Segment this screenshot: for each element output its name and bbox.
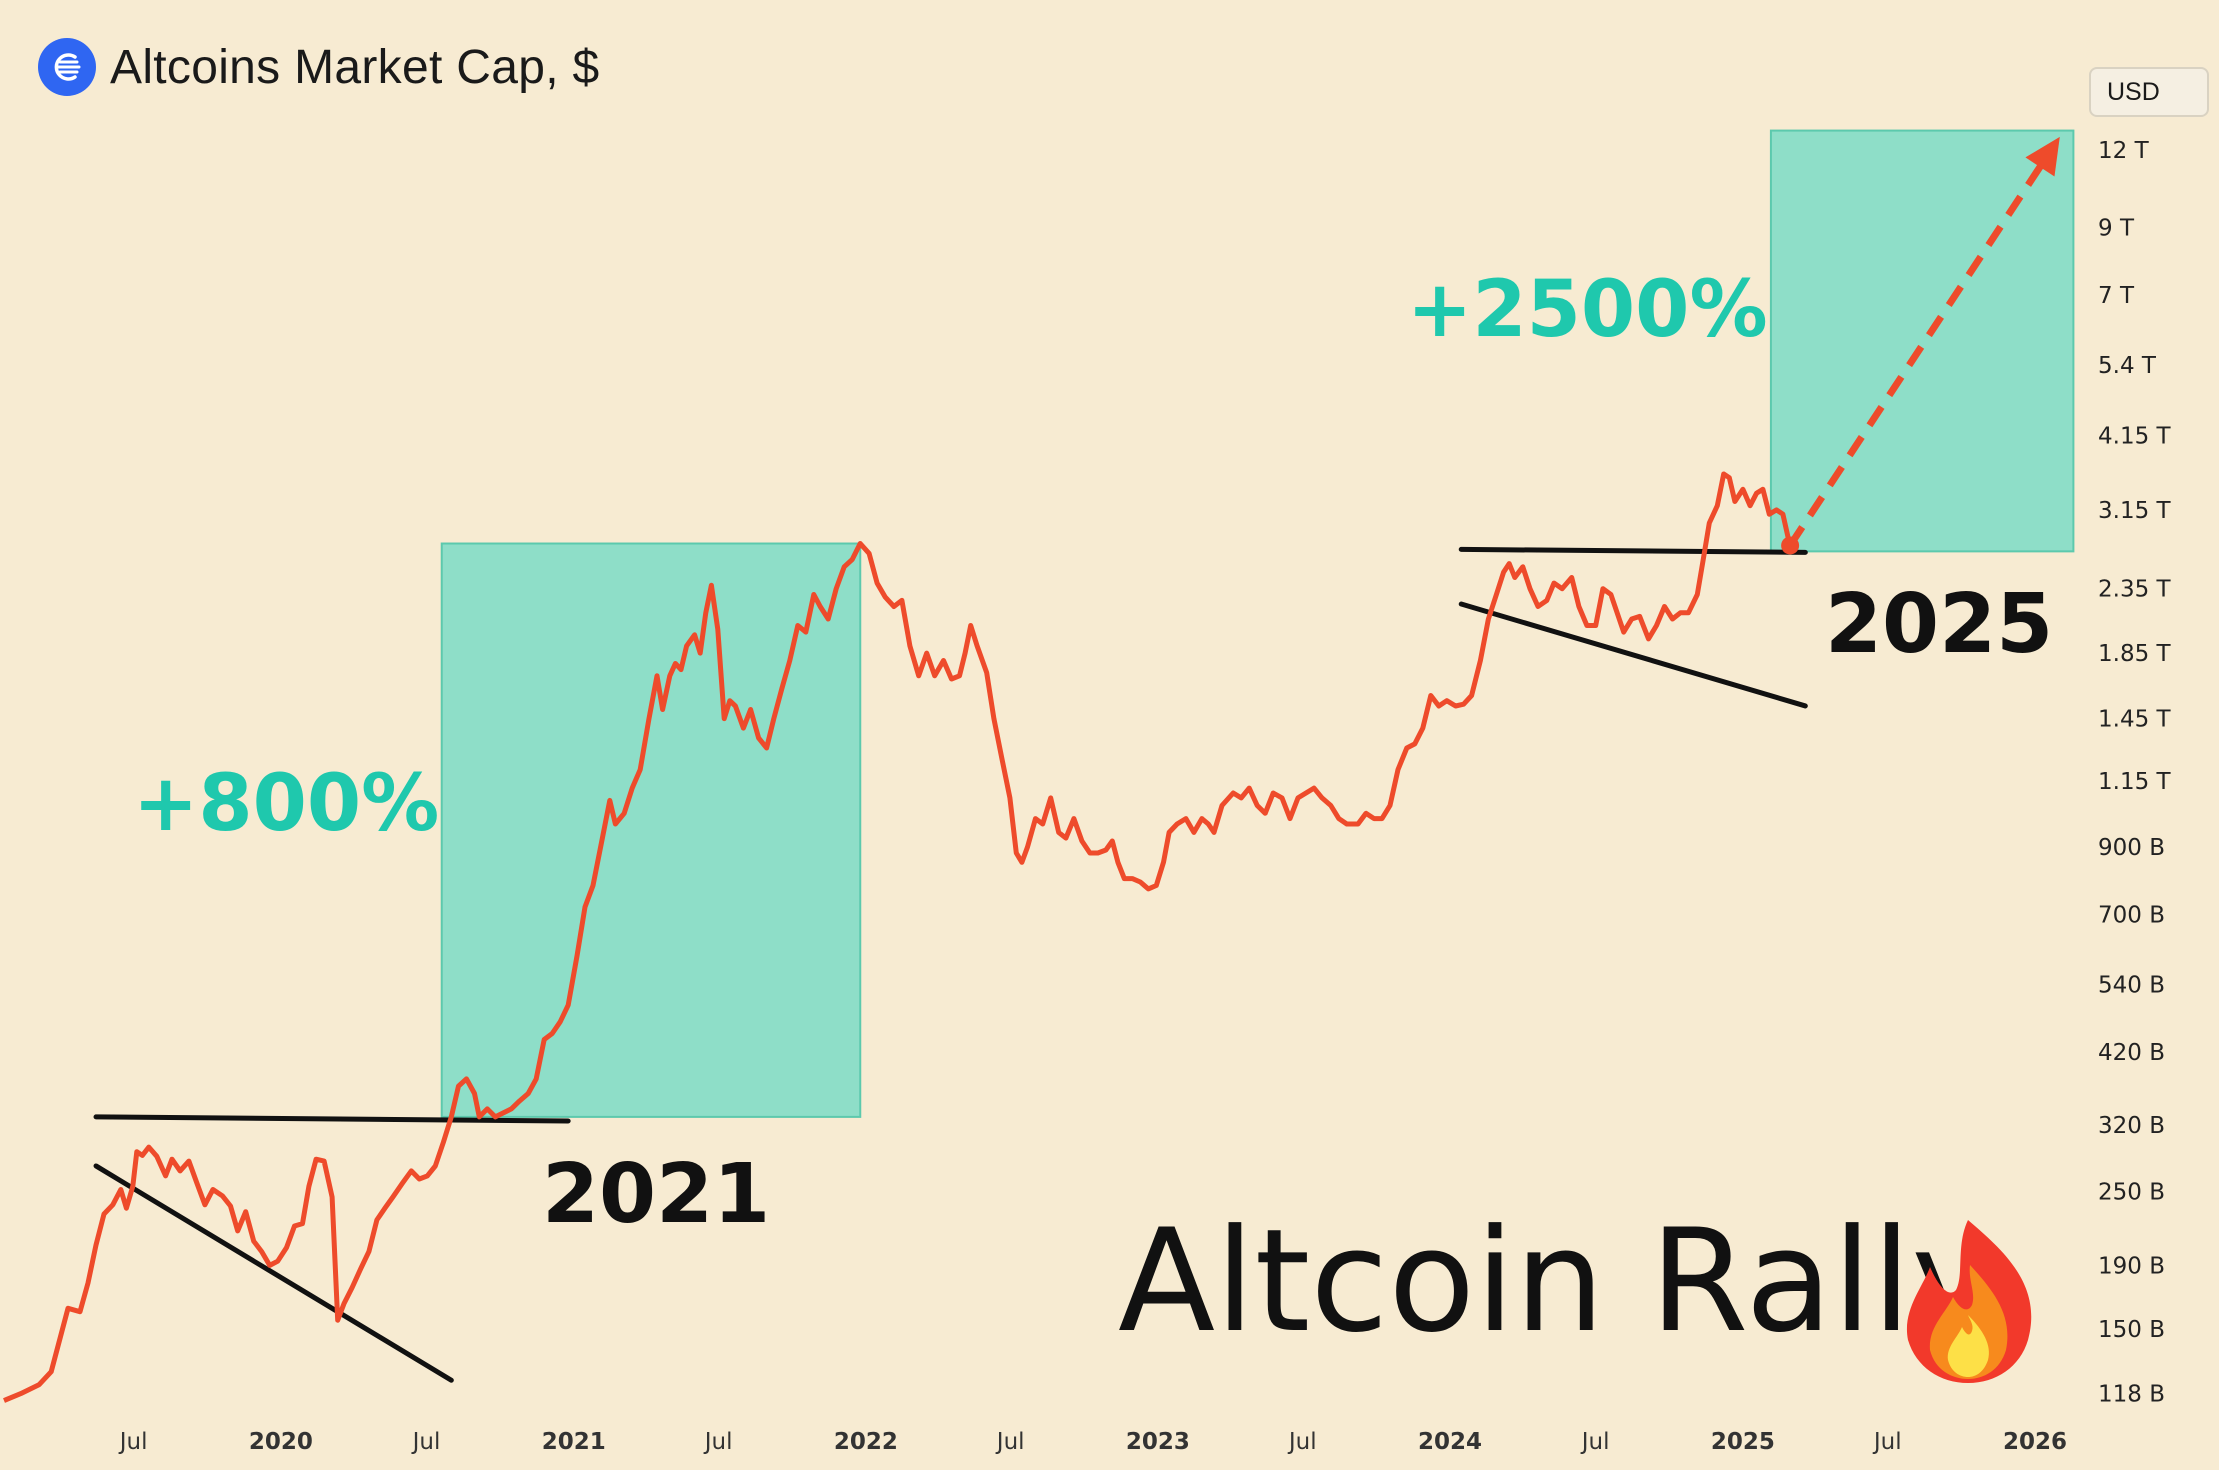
y-tick-label: 9 T	[2098, 215, 2135, 241]
currency-selector-button[interactable]: USD	[2089, 67, 2209, 117]
x-tick-label: 2021	[542, 1429, 606, 1455]
altcoin-logo-icon	[38, 38, 96, 96]
x-tick-label: Jul	[1872, 1429, 1902, 1455]
y-tick-label: 1.15 T	[2098, 769, 2172, 795]
y-tick-label: 2.35 T	[2098, 577, 2172, 603]
y-tick-label: 1.45 T	[2098, 707, 2172, 733]
series-line	[3, 471, 1793, 1403]
x-tick-label: 2026	[2003, 1429, 2067, 1455]
highlight-box-2	[1769, 129, 2075, 553]
x-tick-label: 2023	[1126, 1429, 1190, 1455]
chart-header: Altcoins Market Cap, $	[38, 38, 599, 96]
x-tick-label: Jul	[1580, 1429, 1610, 1455]
support-line-2	[93, 1163, 454, 1383]
projection-arrow	[1781, 136, 2060, 555]
y-tick-label: 7 T	[2098, 283, 2135, 309]
y-tick-label: 1.85 T	[2098, 641, 2172, 667]
year-2021-label: 2021	[542, 1147, 770, 1242]
x-tick-label: 2024	[1418, 1429, 1482, 1455]
y-tick-label: 118 B	[2098, 1382, 2165, 1408]
y-tick-label: 540 B	[2098, 972, 2165, 998]
trend-lines	[93, 546, 1808, 1383]
altcoin-rally-caption: Altcoin Rally	[1118, 1199, 1995, 1364]
arrow-dashed-line	[1787, 160, 2047, 548]
y-tick-label: 250 B	[2098, 1180, 2165, 1206]
y-tick-label: 320 B	[2098, 1113, 2165, 1139]
y-tick-label: 4.15 T	[2098, 424, 2172, 450]
x-tick-label: Jul	[411, 1429, 441, 1455]
y-tick-label: 12 T	[2098, 138, 2150, 164]
y-tick-label: 3.15 T	[2098, 498, 2172, 524]
y-tick-label: 700 B	[2098, 903, 2165, 929]
y-tick-label: 900 B	[2098, 835, 2165, 861]
y-tick-label: 5.4 T	[2098, 353, 2157, 379]
x-tick-label: 2022	[834, 1429, 898, 1455]
x-tick-label: 2025	[1711, 1429, 1775, 1455]
x-tick-label: Jul	[1287, 1429, 1317, 1455]
y-axis: 12 T 9 T 7 T 5.4 T 4.15 T 3.15 T 2.35 T 1.85 T 1…	[2098, 138, 2172, 1408]
resistance-line-3	[1458, 546, 1808, 555]
gain-800-label: +800%	[133, 759, 439, 849]
highlight-box-1	[440, 542, 862, 1118]
x-tick-label: Jul	[703, 1429, 733, 1455]
chart-title: Altcoins Market Cap, $	[110, 40, 600, 94]
y-tick-label: 150 B	[2098, 1317, 2165, 1343]
x-tick-label: 2020	[249, 1429, 313, 1455]
y-tick-label: 420 B	[2098, 1040, 2165, 1066]
x-axis: Jul 2020 Jul 2021 Jul 2022 Jul 2023 Jul 2024 Jul 20…	[118, 1429, 2067, 1455]
highlight-boxes	[440, 129, 2075, 1118]
y-tick-label: 190 B	[2098, 1253, 2165, 1279]
year-2025-label: 2025	[1825, 577, 2053, 672]
x-tick-label: Jul	[118, 1429, 148, 1455]
gain-2500-label: +2500%	[1407, 265, 1768, 355]
fire-icon	[1906, 1220, 2032, 1383]
x-tick-label: Jul	[995, 1429, 1025, 1455]
arrow-head	[2025, 136, 2060, 177]
resistance-line-1	[93, 1114, 571, 1124]
support-line-4	[1458, 601, 1808, 709]
